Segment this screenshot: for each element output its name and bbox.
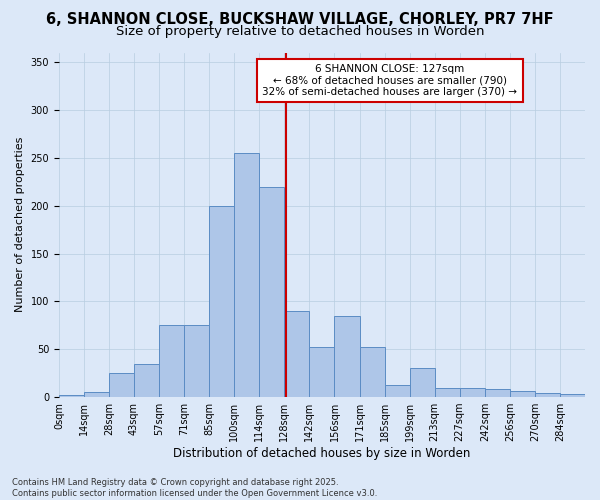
Bar bbox=[184, 326, 209, 397]
Bar bbox=[109, 373, 134, 397]
Bar bbox=[359, 348, 385, 397]
Bar bbox=[84, 392, 109, 397]
Bar bbox=[385, 384, 410, 397]
Bar bbox=[485, 390, 510, 397]
Bar bbox=[434, 388, 460, 397]
Bar bbox=[259, 186, 284, 397]
Text: 6 SHANNON CLOSE: 127sqm
← 68% of detached houses are smaller (790)
32% of semi-d: 6 SHANNON CLOSE: 127sqm ← 68% of detache… bbox=[262, 64, 517, 97]
X-axis label: Distribution of detached houses by size in Worden: Distribution of detached houses by size … bbox=[173, 447, 470, 460]
Bar bbox=[535, 394, 560, 397]
Bar bbox=[310, 348, 334, 397]
Y-axis label: Number of detached properties: Number of detached properties bbox=[15, 137, 25, 312]
Text: 6, SHANNON CLOSE, BUCKSHAW VILLAGE, CHORLEY, PR7 7HF: 6, SHANNON CLOSE, BUCKSHAW VILLAGE, CHOR… bbox=[46, 12, 554, 28]
Bar bbox=[59, 395, 84, 397]
Text: Size of property relative to detached houses in Worden: Size of property relative to detached ho… bbox=[116, 25, 484, 38]
Bar bbox=[284, 311, 310, 397]
Bar bbox=[460, 388, 485, 397]
Bar bbox=[410, 368, 434, 397]
Bar bbox=[560, 394, 585, 397]
Bar bbox=[134, 364, 159, 397]
Text: Contains HM Land Registry data © Crown copyright and database right 2025.
Contai: Contains HM Land Registry data © Crown c… bbox=[12, 478, 377, 498]
Bar bbox=[159, 326, 184, 397]
Bar bbox=[234, 153, 259, 397]
Bar bbox=[209, 206, 234, 397]
Bar bbox=[334, 316, 359, 397]
Bar bbox=[510, 392, 535, 397]
